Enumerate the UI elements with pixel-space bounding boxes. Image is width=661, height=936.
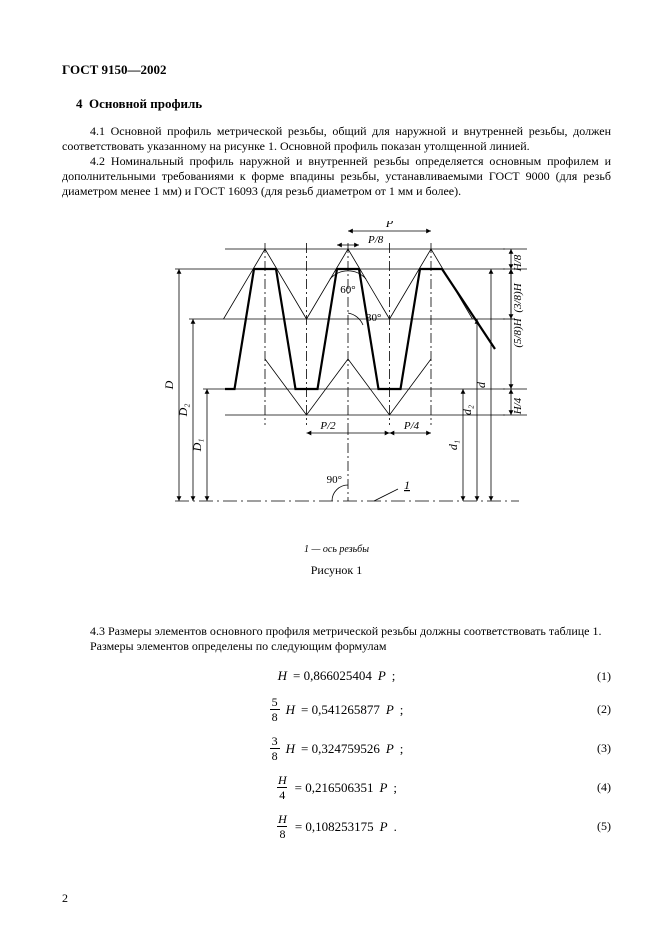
formula-row: 58 H = 0,541265877 P;(2) bbox=[62, 696, 611, 723]
svg-text:30°: 30° bbox=[366, 312, 381, 324]
formula-row: H8 = 0,108253175 P.(5) bbox=[62, 813, 611, 840]
formula-block: H = 0,866025404 P;(1) 58 H = 0,541265877 … bbox=[62, 668, 611, 840]
svg-text:1: 1 bbox=[404, 478, 410, 492]
section-title: 4 Основной профиль bbox=[76, 96, 611, 112]
svg-text:P/4: P/4 bbox=[402, 420, 419, 432]
formula-row: H4 = 0,216506351 P;(4) bbox=[62, 774, 611, 801]
svg-text:60°: 60° bbox=[340, 284, 355, 296]
paragraph-4-3a: 4.3 Размеры элементов основного профиля … bbox=[62, 624, 611, 639]
svg-text:d₁: d₁ bbox=[446, 440, 460, 450]
paragraph-4-2: 4.2 Номинальный профиль наружной и внутр… bbox=[62, 154, 611, 199]
figure-legend: 1 — ось резьбы bbox=[62, 544, 611, 555]
svg-text:P: P bbox=[384, 221, 393, 230]
paragraph-4-1: 4.1 Основной профиль метрической резьбы,… bbox=[62, 124, 611, 154]
svg-text:D: D bbox=[162, 380, 176, 390]
figure-1: PP/8 60° 30° P/2 P/4 H/8 (3/8)H (5/8)H H/4 90° 1 D D… bbox=[62, 221, 611, 578]
svg-text:P/8: P/8 bbox=[367, 234, 384, 246]
thread-profile-diagram: PP/8 60° 30° P/2 P/4 H/8 (3/8)H (5/8)H H/4 90° 1 D D… bbox=[147, 221, 527, 531]
section-number: 4 bbox=[76, 96, 83, 111]
paragraph-4-3b: Размеры элементов определены по следующи… bbox=[62, 639, 611, 654]
svg-text:D₂: D₂ bbox=[176, 404, 190, 418]
document-header: ГОСТ 9150—2002 bbox=[62, 62, 611, 78]
svg-text:D₁: D₁ bbox=[190, 439, 204, 453]
formula-row: H = 0,866025404 P;(1) bbox=[62, 668, 611, 684]
svg-text:P/2: P/2 bbox=[319, 420, 336, 432]
figure-caption: Рисунок 1 bbox=[62, 563, 611, 578]
svg-text:d₂: d₂ bbox=[460, 405, 474, 415]
svg-text:H/4: H/4 bbox=[512, 397, 524, 415]
svg-text:d: d bbox=[474, 381, 488, 388]
svg-text:(5/8)H: (5/8)H bbox=[512, 317, 524, 347]
page-number: 2 bbox=[62, 891, 68, 906]
section-name: Основной профиль bbox=[89, 96, 202, 111]
svg-text:(3/8)H: (3/8)H bbox=[512, 282, 524, 312]
formula-row: 38 H = 0,324759526 P;(3) bbox=[62, 735, 611, 762]
svg-text:90°: 90° bbox=[326, 474, 341, 486]
svg-text:H/8: H/8 bbox=[512, 254, 524, 272]
